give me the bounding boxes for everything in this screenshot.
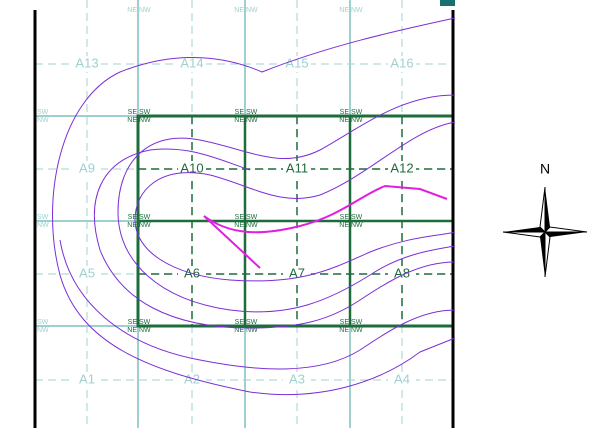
cell-label: A9 [79, 160, 95, 175]
cell-label: A12 [390, 160, 413, 175]
corner-label: NW [351, 327, 363, 334]
corner-label: NW [246, 222, 258, 229]
corner-label: NW [246, 327, 258, 334]
compass: N [502, 161, 588, 278]
corner-label: SW [351, 109, 363, 116]
corner-label: SW [246, 319, 258, 326]
contour [52, 17, 456, 396]
corner-label: NE [127, 327, 137, 334]
corner-label: SE [235, 319, 245, 326]
corner-label: SW [37, 319, 49, 326]
corner-label: NE [234, 7, 244, 14]
corner-label: SW [351, 319, 363, 326]
corner-label: NW [139, 117, 151, 124]
contour [93, 148, 456, 329]
label-bg [73, 266, 101, 282]
label-bg [73, 372, 101, 388]
label-bg [178, 266, 206, 282]
corner-label: NW [139, 7, 151, 14]
contour [134, 121, 456, 282]
compass-needle [502, 231, 547, 238]
corner-label: SE [235, 109, 245, 116]
corner-label: NE [127, 222, 137, 229]
cell-label: A13 [75, 55, 98, 70]
label-bg [388, 372, 416, 388]
compass-needle [544, 230, 551, 278]
corner-label: SE [128, 319, 138, 326]
corner-label: SW [246, 214, 258, 221]
corner-label: NW [37, 222, 49, 229]
label-bg [283, 372, 311, 388]
label-bg [73, 161, 101, 177]
corner-label: SE [340, 319, 350, 326]
cell-label: A3 [289, 371, 305, 386]
contour [59, 239, 456, 370]
label-bg [283, 56, 311, 72]
cell-label: A2 [184, 371, 200, 386]
corner-label: NW [37, 327, 49, 334]
corner-label: NE [234, 327, 244, 334]
corner-label: SW [139, 109, 151, 116]
compass-needle [540, 232, 545, 277]
corner-label: SE [340, 109, 350, 116]
corner-label: SE [128, 109, 138, 116]
corner-label: SW [139, 319, 151, 326]
corner-label: NW [246, 7, 258, 14]
cell-label: A14 [180, 55, 203, 70]
corner-label: NW [351, 7, 363, 14]
corner-label: NE [339, 117, 349, 124]
cell-label: A5 [79, 265, 95, 280]
corner-label: NW [246, 117, 258, 124]
compass-label: N [540, 161, 550, 177]
route [203, 184, 448, 269]
corner-label: NW [351, 117, 363, 124]
label-bg [388, 266, 416, 282]
compass-needle [545, 187, 550, 232]
heading-fragment [440, 0, 455, 6]
compass-needle [503, 227, 545, 232]
corner-label: NE [234, 117, 244, 124]
corner-label: NW [351, 222, 363, 229]
compass-needle [539, 186, 546, 234]
cell-label: A4 [394, 371, 410, 386]
corner-label: SE [235, 214, 245, 221]
label-bg [388, 161, 416, 177]
corner-label: NE [127, 117, 137, 124]
compass-needle [545, 232, 587, 237]
route-line [203, 184, 448, 234]
label-bg [283, 266, 311, 282]
corner-label: NW [139, 327, 151, 334]
corner-label: NE [339, 222, 349, 229]
compass-needle [543, 226, 588, 233]
corner-label: SE [340, 214, 350, 221]
cell-label: A16 [390, 55, 413, 70]
label-bg [283, 161, 311, 177]
contours [52, 17, 456, 396]
corner-label: NE [127, 7, 137, 14]
label-bg [388, 56, 416, 72]
corner-label: SE [128, 214, 138, 221]
cell-label: A10 [180, 160, 203, 175]
label-bg [178, 56, 206, 72]
label-bg [73, 56, 101, 72]
corner-label: SW [351, 214, 363, 221]
corner-label: NE [234, 222, 244, 229]
corner-label: SW [37, 214, 49, 221]
route-line [203, 215, 261, 269]
cell-label: A11 [286, 160, 308, 175]
cell-label: A15 [285, 55, 308, 70]
corner-label: NW [139, 222, 151, 229]
corner-label: NW [37, 117, 49, 124]
contour [117, 94, 456, 313]
corner-label: SW [139, 214, 151, 221]
corner-label: NE [339, 327, 349, 334]
corner-label: SW [246, 109, 258, 116]
corner-label: NE [339, 7, 349, 14]
cell-label: A1 [79, 371, 95, 386]
corner-label: SW [37, 109, 49, 116]
